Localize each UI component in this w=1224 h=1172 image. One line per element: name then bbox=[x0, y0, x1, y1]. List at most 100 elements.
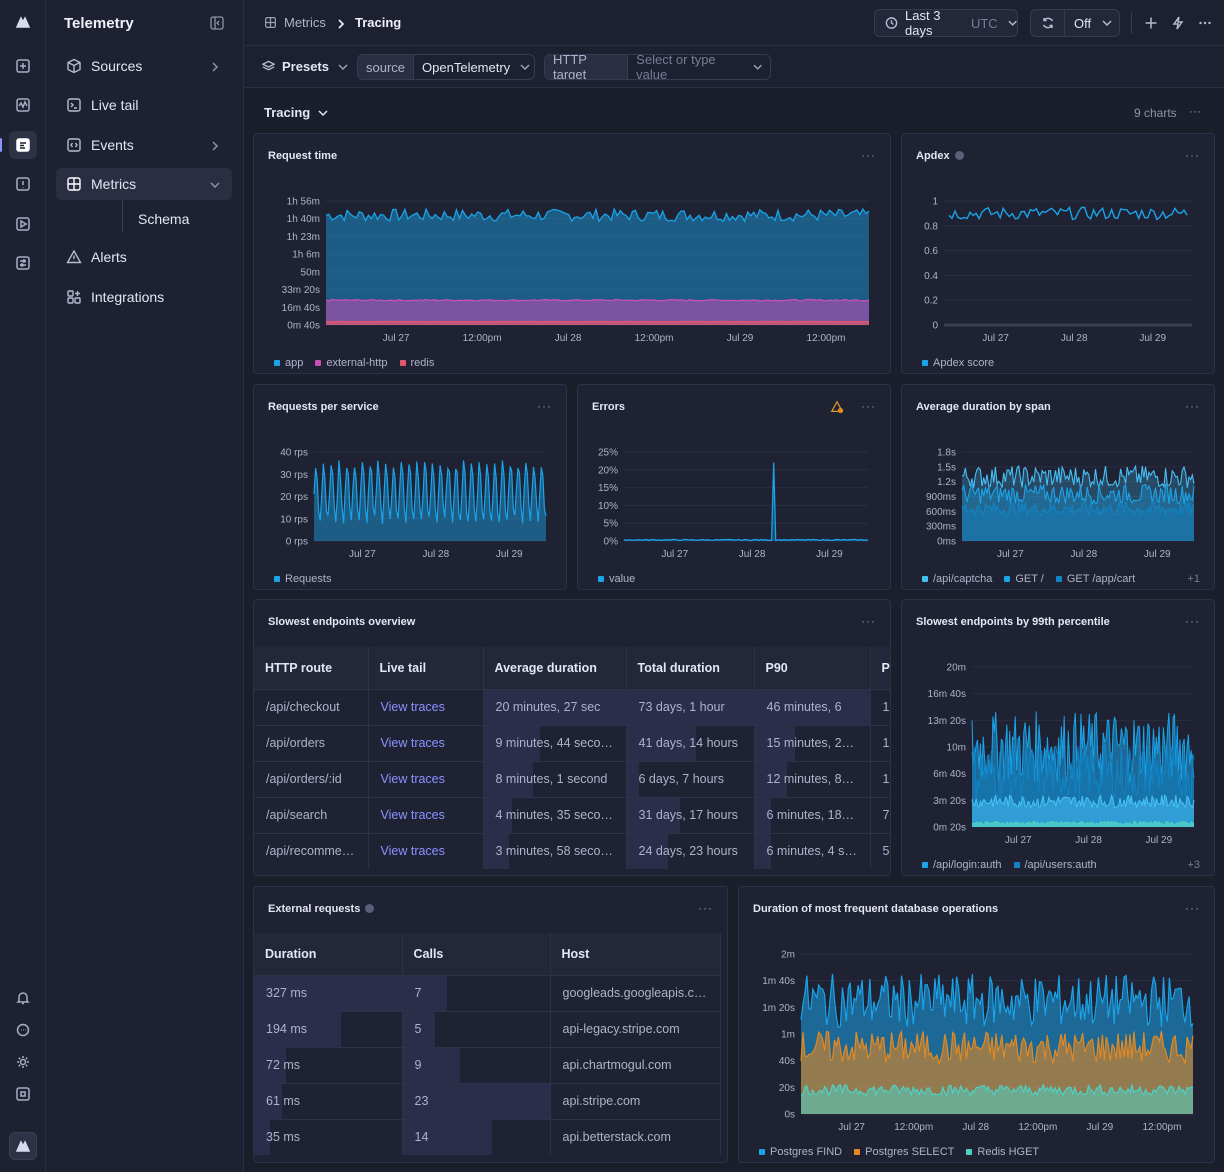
table-row[interactable]: /api/orders View traces 9 minutes, 44 seco… bbox=[254, 724, 890, 761]
info-icon[interactable] bbox=[954, 151, 964, 160]
view-traces-link[interactable]: View traces bbox=[368, 760, 484, 797]
legend-item[interactable]: app bbox=[274, 357, 303, 369]
table-row[interactable]: /api/search View traces 4 minutes, 35 seco… bbox=[254, 796, 890, 833]
panel-more-icon[interactable]: ··· bbox=[861, 148, 876, 162]
sidebar-item-alerts[interactable]: Alerts bbox=[56, 241, 232, 273]
play-square-icon[interactable] bbox=[9, 210, 37, 238]
logo-icon[interactable] bbox=[9, 8, 37, 36]
add-icon[interactable] bbox=[1141, 13, 1161, 33]
sun-icon[interactable] bbox=[9, 1048, 37, 1076]
view-traces-link[interactable]: View traces bbox=[368, 724, 484, 761]
column-header[interactable]: P90 bbox=[754, 647, 871, 689]
bell-icon[interactable] bbox=[9, 984, 37, 1012]
column-header[interactable]: Calls bbox=[402, 933, 551, 975]
panel-more-icon[interactable]: ··· bbox=[861, 614, 876, 628]
y-tick-label: 1.2s bbox=[937, 477, 956, 488]
sidebar-item-metrics[interactable]: Metrics bbox=[56, 168, 232, 200]
column-header[interactable]: Duration bbox=[254, 933, 403, 975]
view-traces-link[interactable]: View traces bbox=[368, 688, 484, 725]
legend-item[interactable]: Requests bbox=[274, 573, 331, 585]
legend-item[interactable]: Postgres SELECT bbox=[854, 1146, 954, 1158]
column-header[interactable]: Average duration bbox=[483, 647, 627, 689]
sliders-icon[interactable] bbox=[9, 249, 37, 277]
filter-input[interactable]: Select or type value bbox=[628, 55, 770, 79]
sidebar-item-sources[interactable]: Sources bbox=[56, 50, 232, 82]
table-cell: 24 days, 23 hours bbox=[626, 832, 755, 869]
legend-more[interactable]: +1 bbox=[1187, 573, 1200, 585]
column-header[interactable]: Total duration bbox=[626, 647, 755, 689]
table-row[interactable]: /api/orders/:id View traces 8 minutes, 1 s… bbox=[254, 760, 890, 797]
panel-more-icon[interactable]: ··· bbox=[1185, 901, 1200, 915]
legend-item[interactable]: /api/captcha bbox=[922, 573, 992, 585]
tree-line bbox=[122, 200, 123, 232]
panel-more-icon[interactable]: ··· bbox=[1185, 148, 1200, 162]
panel-more-icon[interactable]: ··· bbox=[1185, 614, 1200, 628]
table-row[interactable]: 61 ms 23 api.stripe.com bbox=[254, 1082, 721, 1119]
sidebar-item-schema[interactable]: Schema bbox=[138, 211, 190, 227]
panel-more-icon[interactable]: ··· bbox=[698, 901, 713, 915]
cell-bar bbox=[754, 690, 869, 725]
table-row[interactable]: 194 ms 5 api-legacy.stripe.com bbox=[254, 1010, 721, 1047]
panel-more-icon[interactable]: ··· bbox=[537, 399, 552, 413]
alert-bell-icon[interactable] bbox=[830, 400, 844, 417]
x-tick-label: Jul 28 bbox=[1075, 835, 1102, 846]
time-range-button[interactable]: Last 3 days UTC bbox=[874, 8, 1018, 38]
table-row[interactable]: /api/recommend... View traces 3 minutes, 5… bbox=[254, 832, 890, 869]
table-row[interactable]: 72 ms 9 api.chartmogul.com bbox=[254, 1046, 721, 1083]
column-header[interactable]: Live tail bbox=[368, 647, 484, 689]
info-icon[interactable] bbox=[365, 904, 375, 913]
alert-square-icon[interactable] bbox=[9, 170, 37, 198]
series-line bbox=[800, 1029, 1194, 1066]
sidebar-item-integrations[interactable]: Integrations bbox=[56, 281, 232, 313]
panel-title: Errors bbox=[592, 401, 626, 413]
y-tick-label: 1 bbox=[932, 197, 938, 208]
chat-icon[interactable] bbox=[9, 1016, 37, 1044]
sidebar-item-events[interactable]: Events bbox=[56, 129, 232, 161]
legend-item[interactable]: Postgres FIND bbox=[759, 1146, 842, 1158]
cell-text: 6 minutes, 18 s... bbox=[766, 808, 862, 822]
column-header[interactable]: P9 bbox=[870, 647, 890, 689]
column-header[interactable]: HTTP route bbox=[254, 647, 369, 689]
table-cell: 35 ms bbox=[254, 1118, 403, 1155]
legend-item[interactable]: Apdex score bbox=[922, 357, 994, 369]
table-cell: 6 minutes, 18 s... bbox=[754, 796, 871, 833]
command-icon[interactable] bbox=[9, 1080, 37, 1108]
more-icon[interactable] bbox=[1195, 13, 1215, 33]
logs-icon[interactable] bbox=[0, 131, 37, 159]
legend-item[interactable]: external-http bbox=[315, 357, 388, 369]
x-tick-label: Jul 28 bbox=[739, 549, 766, 560]
plus-square-icon[interactable] bbox=[9, 52, 37, 80]
table-row[interactable]: /api/checkout View traces 20 minutes, 27 s… bbox=[254, 688, 890, 725]
legend-item[interactable]: GET / bbox=[1004, 573, 1044, 585]
http-target-filter[interactable]: HTTP target Select or type value bbox=[544, 54, 771, 80]
refresh-icon[interactable] bbox=[1031, 10, 1065, 36]
panel-more-icon[interactable]: ··· bbox=[1185, 399, 1200, 413]
activity-icon[interactable] bbox=[9, 91, 37, 119]
view-traces-link[interactable]: View traces bbox=[368, 796, 484, 833]
breadcrumb-metrics[interactable]: Metrics bbox=[284, 15, 326, 30]
column-header[interactable]: Host bbox=[550, 933, 721, 975]
legend-item[interactable]: value bbox=[598, 573, 635, 585]
integrations-icon bbox=[66, 289, 82, 305]
lightning-icon[interactable] bbox=[1168, 13, 1188, 33]
app-badge-icon[interactable] bbox=[9, 1132, 37, 1160]
collapse-sidebar-icon[interactable] bbox=[210, 16, 224, 30]
source-filter[interactable]: source OpenTelemetry bbox=[357, 54, 535, 80]
refresh-control[interactable]: Off bbox=[1030, 9, 1120, 37]
presets-button[interactable]: Presets bbox=[262, 59, 348, 74]
legend-item[interactable]: /api/login:auth bbox=[922, 859, 1002, 871]
panel-more-icon[interactable]: ··· bbox=[861, 399, 876, 413]
sidebar-item-live-tail[interactable]: Live tail bbox=[56, 89, 232, 121]
legend-item[interactable]: GET /app/cart bbox=[1055, 573, 1135, 585]
legend-item[interactable]: Redis HGET bbox=[966, 1146, 1039, 1158]
series-line bbox=[325, 207, 870, 223]
view-traces-link[interactable]: View traces bbox=[368, 832, 484, 869]
table-row[interactable]: 327 ms 7 googleads.googleapis.com bbox=[254, 974, 721, 1011]
x-tick-label: 12:00pm bbox=[463, 333, 502, 344]
section-title[interactable]: Tracing bbox=[264, 105, 328, 120]
legend-item[interactable]: /api/users:auth bbox=[1013, 859, 1097, 871]
section-more-icon[interactable]: ··· bbox=[1189, 104, 1201, 118]
legend-more[interactable]: +3 bbox=[1187, 859, 1200, 871]
legend-item[interactable]: redis bbox=[399, 357, 434, 369]
table-row[interactable]: 35 ms 14 api.betterstack.com bbox=[254, 1118, 721, 1155]
